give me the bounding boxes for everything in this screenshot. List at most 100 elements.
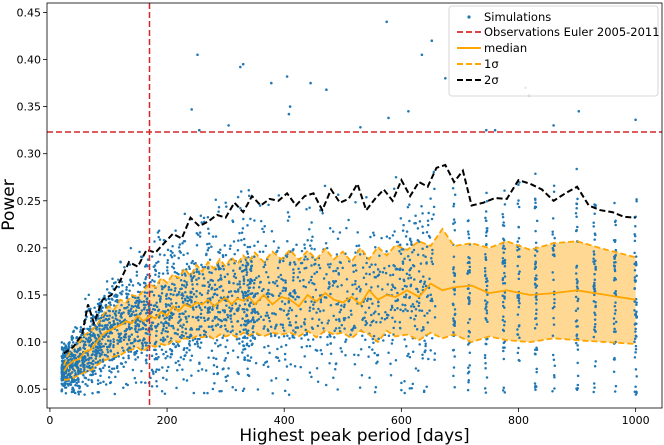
simulation-point [79,348,82,351]
simulation-point [232,269,235,272]
simulation-point [635,310,638,314]
simulation-point [262,327,265,330]
simulation-outlier-7 [385,20,389,24]
simulation-point [84,343,87,347]
simulation-point [210,349,214,353]
simulation-point [484,391,488,394]
simulation-point [403,303,407,307]
simulation-point [357,353,360,357]
simulation-point [189,295,192,298]
simulation-point [126,383,129,387]
simulation-point [347,218,350,222]
simulation-point [225,379,228,383]
simulation-point [574,320,578,323]
simulation-point [328,285,331,288]
simulation-point [311,281,314,285]
one-sigma-upper-line [63,227,636,366]
simulation-point [199,341,203,344]
simulation-point [144,323,148,327]
simulation-point [376,268,380,271]
simulation-point [286,378,289,382]
simulation-point [503,320,506,323]
simulation-point [266,295,270,298]
simulation-point [261,250,265,254]
simulation-point [122,311,125,314]
simulation-point [501,276,505,280]
simulation-point [425,385,428,389]
simulation-point [265,292,269,296]
simulation-point [266,328,270,331]
simulation-point [634,255,638,258]
simulation-point [294,321,298,324]
simulation-point [406,205,410,209]
simulation-point [501,328,505,332]
simulation-point [137,328,141,331]
simulation-point [240,290,244,294]
simulation-point [167,324,171,327]
simulation-point [129,307,133,310]
simulation-point [326,343,329,347]
simulation-point [576,344,579,347]
simulation-point [158,253,162,256]
simulation-point [484,317,487,320]
simulation-point [201,265,204,269]
simulation-point [172,312,175,316]
simulation-point [178,319,181,323]
simulation-point [112,367,116,370]
simulation-point [92,332,95,335]
simulation-point [150,255,154,258]
simulation-point [633,262,636,266]
x-tick-label-4: 800 [508,414,529,427]
simulation-point [178,312,181,316]
simulation-point [160,348,164,351]
simulation-point [575,207,578,210]
simulation-point [252,325,255,328]
simulation-point [249,301,252,304]
simulation-point [282,259,285,263]
simulation-point [593,262,596,266]
simulation-point [112,322,116,325]
simulation-point [238,342,241,345]
simulation-point [86,362,89,365]
simulation-point [535,250,539,253]
simulation-point [398,277,402,281]
simulation-point [162,336,165,340]
simulation-point [238,231,241,235]
simulation-point [120,303,123,307]
simulation-point [289,363,292,366]
simulation-point [130,304,134,308]
simulation-point [452,268,455,271]
simulation-point [150,290,154,294]
simulation-point [242,277,246,281]
simulation-point [633,276,637,279]
simulation-point [422,328,425,331]
simulation-point [551,307,555,310]
simulation-point [483,356,487,360]
simulation-point [218,389,221,393]
simulation-point [534,384,537,388]
simulation-point [232,282,235,285]
simulation-point [211,387,215,391]
simulation-point [333,329,336,332]
simulation-point [227,367,230,370]
simulation-point [412,248,416,252]
simulation-point [191,339,195,342]
simulation-point [79,364,82,367]
simulation-point [410,310,414,313]
simulation-point [285,255,289,258]
simulation-point [236,320,239,323]
simulation-point [417,301,421,305]
simulation-point [144,277,147,281]
simulation-point [245,261,249,264]
simulation-point [98,352,101,355]
simulation-point [428,236,432,239]
simulation-point [350,313,353,316]
simulation-point [633,340,636,344]
simulation-point [311,317,314,320]
simulation-point [534,229,537,233]
x-tick-label-5: 1000 [622,414,650,427]
simulation-point [535,370,538,374]
simulation-point [145,291,149,295]
simulation-point [503,291,507,294]
simulation-point [424,342,427,346]
